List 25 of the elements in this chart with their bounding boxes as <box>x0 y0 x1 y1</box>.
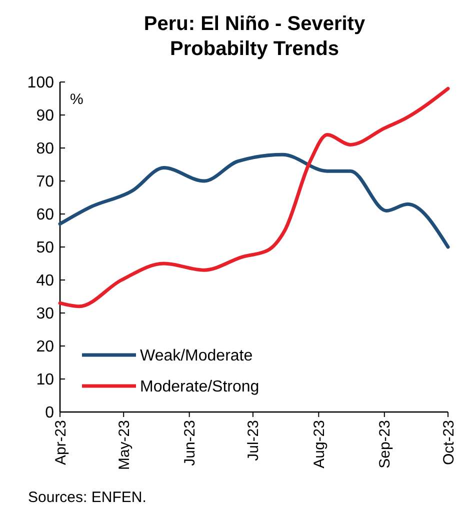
y-tick-label: 80 <box>36 140 54 158</box>
y-tick-label: 10 <box>36 372 54 389</box>
x-tick-label: Jul-23 <box>245 420 262 461</box>
x-tick-label: Apr-23 <box>52 420 70 466</box>
y-tick-label: 60 <box>36 206 54 224</box>
x-tick-label: Sep-23 <box>376 420 394 468</box>
x-tick-label: Oct-23 <box>440 420 458 466</box>
y-tick-label: 0 <box>45 404 54 422</box>
y-tick-label: 40 <box>36 272 54 290</box>
x-tick-label: Aug-23 <box>310 420 328 468</box>
y-tick-label: 100 <box>27 74 54 92</box>
y-axis-title: % <box>70 91 84 108</box>
legend-label: Weak/Moderate <box>140 348 253 365</box>
line-series <box>58 86 450 308</box>
y-tick-label: 70 <box>36 174 54 191</box>
chart-title: Peru: El Niño - Severity Probabilty Trends <box>144 13 366 60</box>
y-tick-label: 30 <box>36 306 54 323</box>
line-series <box>58 152 450 249</box>
legend-label: Moderate/Strong <box>140 378 260 396</box>
source-note: Sources: ENFEN. <box>28 489 146 506</box>
y-tick-label: 90 <box>36 108 54 125</box>
y-tick-label: 20 <box>36 338 54 356</box>
x-tick-label: May-23 <box>116 420 133 470</box>
y-tick-label: 50 <box>36 240 54 257</box>
x-tick-label: Jun-23 <box>182 420 199 466</box>
